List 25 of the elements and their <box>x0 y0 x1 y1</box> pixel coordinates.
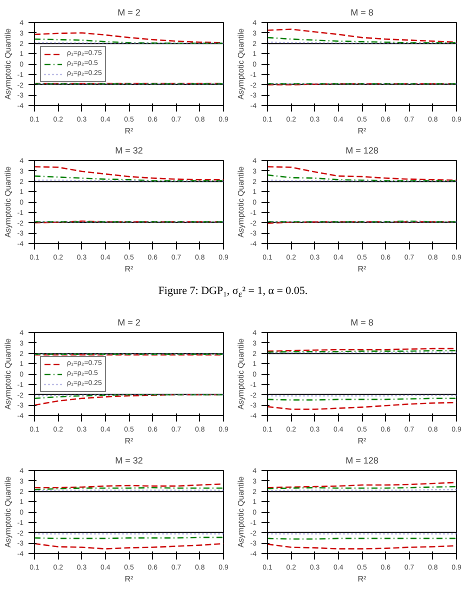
x-axis-title: R² <box>358 574 367 584</box>
y-axis-title: Asymptotic Quantile <box>236 28 246 100</box>
y-axis-title: Asymptotic Quantile <box>3 476 12 548</box>
y-axis-title: Asymptotic Quantile <box>236 476 246 548</box>
y-axis-title: Asymptotic Quantile <box>236 166 246 238</box>
x-axis-title: R² <box>358 436 367 446</box>
y-axis-title: Asymptotic Quantile <box>236 338 246 410</box>
chart-title: M = 128 <box>346 456 378 466</box>
x-axis-title: R² <box>124 574 134 584</box>
caption: Figure 7: DGP₁, σ$_{ε}$² = 1, α = 0.05. <box>157 284 309 302</box>
x-axis-title: R² <box>124 436 134 446</box>
y-axis-title: Asymptotic Quantile <box>3 338 12 410</box>
chart-title: M = 128 <box>346 146 378 156</box>
x-axis-title: R² <box>358 264 367 274</box>
x-axis-title: R² <box>124 126 134 136</box>
chart-title: M = 8 <box>350 8 374 18</box>
x-axis-title: R² <box>124 264 134 274</box>
chart-title: M = 2 <box>118 8 140 18</box>
y-axis-title: Asymptotic Quantile <box>3 28 12 100</box>
chart-title: M = 32 <box>115 146 143 156</box>
x-axis-title: R² <box>358 126 367 136</box>
chart-title: M = 2 <box>118 318 140 328</box>
chart-title: M = 8 <box>350 318 374 328</box>
y-axis-title: Asymptotic Quantile <box>3 166 12 238</box>
chart-title: M = 32 <box>115 456 143 466</box>
